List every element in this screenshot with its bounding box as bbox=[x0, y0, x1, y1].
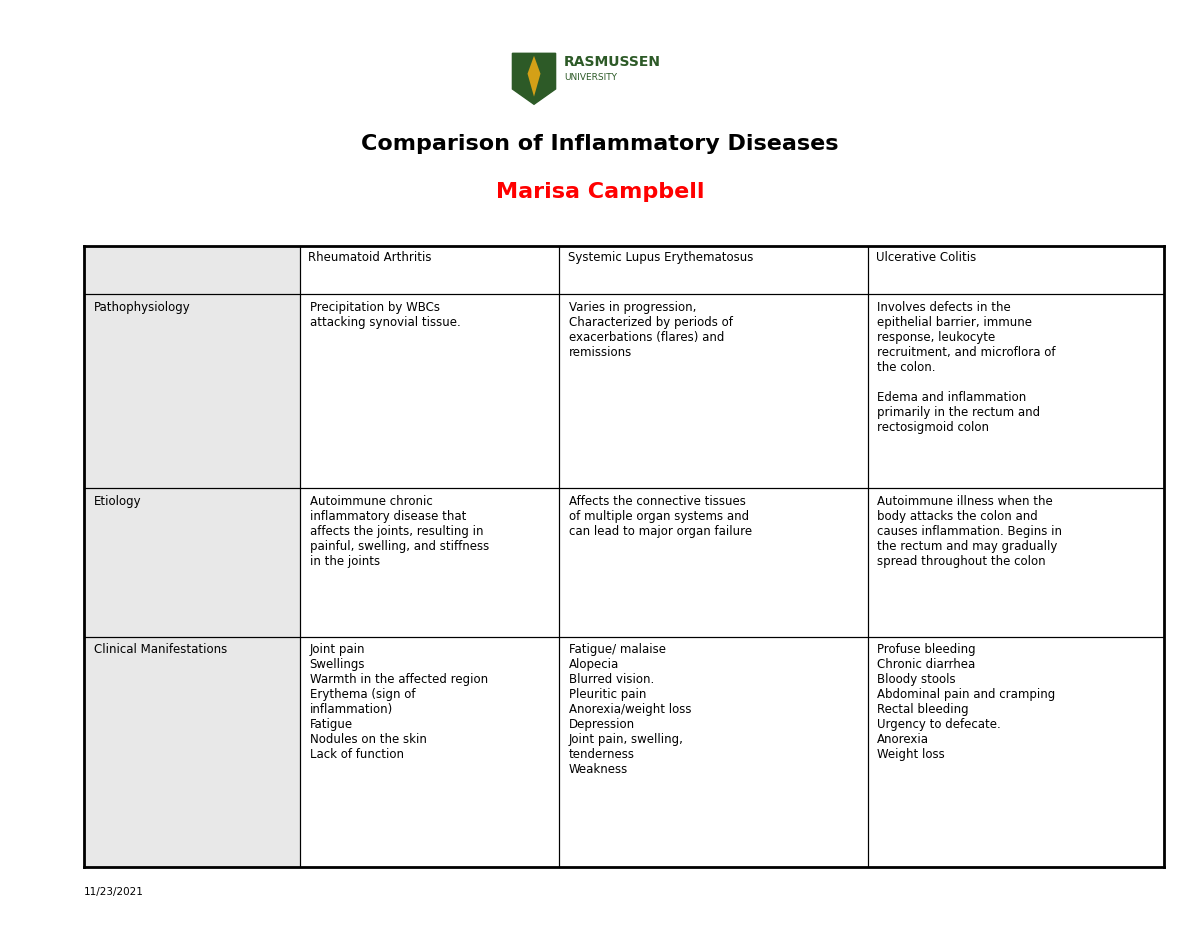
Text: Profuse bleeding
Chronic diarrhea
Bloody stools
Abdominal pain and cramping
Rect: Profuse bleeding Chronic diarrhea Bloody… bbox=[877, 643, 1056, 761]
Text: Varies in progression,
Characterized by periods of
exacerbations (flares) and
re: Varies in progression, Characterized by … bbox=[569, 300, 733, 359]
Bar bbox=[84, 488, 300, 637]
Bar bbox=[868, 637, 1164, 867]
Text: Fatigue/ malaise
Alopecia
Blurred vision.
Pleuritic pain
Anorexia/weight loss
De: Fatigue/ malaise Alopecia Blurred vision… bbox=[569, 643, 691, 777]
Bar bbox=[868, 637, 1164, 867]
Bar bbox=[84, 246, 300, 294]
Bar bbox=[868, 488, 1164, 637]
Bar bbox=[84, 294, 300, 488]
Bar bbox=[868, 294, 1164, 488]
Text: Autoimmune illness when the
body attacks the colon and
causes inflammation. Begi: Autoimmune illness when the body attacks… bbox=[877, 494, 1062, 567]
Text: Precipitation by WBCs
attacking synovial tissue.: Precipitation by WBCs attacking synovial… bbox=[310, 300, 461, 328]
Text: 11/23/2021: 11/23/2021 bbox=[84, 887, 144, 897]
Bar bbox=[868, 246, 1164, 294]
Bar bbox=[559, 488, 868, 637]
Bar bbox=[84, 294, 300, 488]
Bar bbox=[300, 294, 559, 488]
Text: Clinical Manifestations: Clinical Manifestations bbox=[94, 643, 227, 656]
Text: Pathophysiology: Pathophysiology bbox=[94, 300, 191, 313]
Bar bbox=[300, 637, 559, 867]
Bar bbox=[868, 246, 1164, 294]
Bar bbox=[559, 246, 868, 294]
Bar bbox=[84, 246, 300, 294]
Bar bbox=[300, 488, 559, 637]
Bar bbox=[84, 637, 300, 867]
Text: UNIVERSITY: UNIVERSITY bbox=[564, 73, 617, 83]
Bar bbox=[868, 294, 1164, 488]
Bar bbox=[300, 294, 559, 488]
Bar bbox=[300, 488, 559, 637]
Text: Joint pain
Swellings
Warmth in the affected region
Erythema (sign of
inflammatio: Joint pain Swellings Warmth in the affec… bbox=[310, 643, 487, 761]
Text: Affects the connective tissues
of multiple organ systems and
can lead to major o: Affects the connective tissues of multip… bbox=[569, 494, 752, 538]
Polygon shape bbox=[512, 54, 556, 104]
Text: Involves defects in the
epithelial barrier, immune
response, leukocyte
recruitme: Involves defects in the epithelial barri… bbox=[877, 300, 1056, 434]
Bar bbox=[868, 488, 1164, 637]
Text: Marisa Campbell: Marisa Campbell bbox=[496, 182, 704, 202]
Bar bbox=[300, 246, 559, 294]
Text: Systemic Lupus Erythematosus: Systemic Lupus Erythematosus bbox=[568, 251, 752, 264]
Text: Autoimmune chronic
inflammatory disease that
affects the joints, resulting in
pa: Autoimmune chronic inflammatory disease … bbox=[310, 494, 488, 567]
Bar bbox=[84, 488, 300, 637]
Text: Rheumatoid Arthritis: Rheumatoid Arthritis bbox=[308, 251, 432, 264]
Bar bbox=[300, 246, 559, 294]
Bar bbox=[559, 294, 868, 488]
Bar bbox=[559, 637, 868, 867]
Text: Ulcerative Colitis: Ulcerative Colitis bbox=[876, 251, 977, 264]
Bar bbox=[84, 637, 300, 867]
Polygon shape bbox=[528, 56, 540, 96]
Bar bbox=[559, 637, 868, 867]
Bar bbox=[300, 637, 559, 867]
Bar bbox=[559, 246, 868, 294]
Bar bbox=[559, 294, 868, 488]
Text: RASMUSSEN: RASMUSSEN bbox=[564, 55, 661, 70]
Bar bbox=[559, 488, 868, 637]
Text: Comparison of Inflammatory Diseases: Comparison of Inflammatory Diseases bbox=[361, 133, 839, 154]
Text: Etiology: Etiology bbox=[94, 494, 142, 507]
